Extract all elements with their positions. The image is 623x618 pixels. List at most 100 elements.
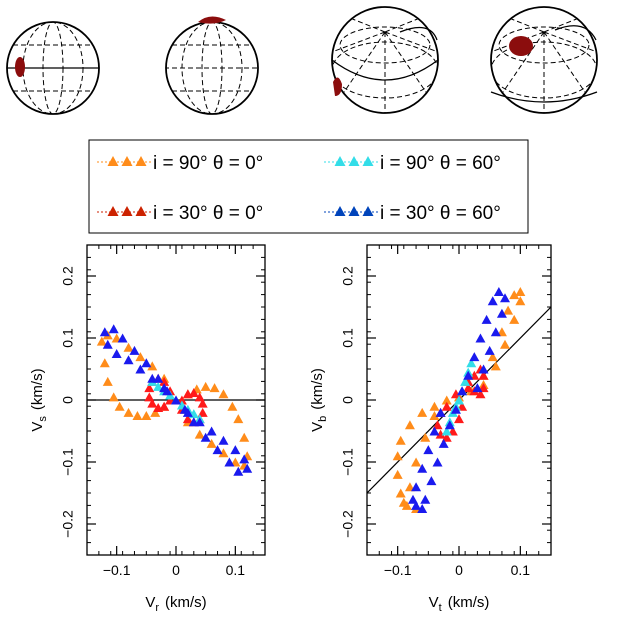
data-point — [147, 361, 158, 371]
data-point — [481, 314, 492, 324]
data-point — [218, 435, 229, 445]
y-tick-label: −0.2 — [60, 510, 76, 538]
data-point — [218, 389, 229, 399]
data-point — [441, 401, 452, 411]
data-point — [239, 432, 250, 442]
data-point — [233, 414, 244, 424]
data-point — [404, 420, 415, 430]
star-sphere-1 — [6, 21, 100, 115]
legend-entry: i = 30° θ = 60° — [324, 203, 501, 224]
y-axis-title: Vb(km/s) — [309, 368, 329, 432]
data-series — [96, 330, 253, 470]
data-point — [411, 500, 422, 510]
data-point — [411, 457, 422, 467]
data-point — [102, 339, 113, 349]
data-point — [188, 388, 199, 398]
data-point — [197, 398, 208, 408]
data-point — [194, 417, 205, 427]
data-point — [484, 345, 495, 355]
data-point — [99, 327, 110, 337]
y-tick-label: 0.1 — [340, 328, 356, 348]
data-point — [144, 392, 155, 402]
legend-marker — [348, 206, 360, 216]
star-sphere-4 — [490, 6, 598, 114]
data-point — [466, 358, 477, 368]
y-tick-label: −0.2 — [340, 510, 356, 538]
data-point — [108, 392, 119, 402]
data-point — [490, 361, 501, 371]
data-point — [478, 364, 489, 374]
data-point — [515, 296, 526, 306]
data-point — [141, 411, 152, 420]
data-point — [457, 386, 468, 396]
data-point — [171, 395, 181, 405]
legend-marker — [135, 156, 147, 166]
star-spot — [333, 77, 342, 96]
data-point — [141, 358, 152, 368]
data-point — [135, 364, 146, 374]
data-point — [200, 432, 211, 442]
data-point — [411, 482, 422, 492]
legend-marker — [334, 206, 346, 216]
data-point — [99, 358, 110, 368]
x-axis-title: Vr (km/s) — [145, 594, 206, 614]
data-point — [487, 352, 498, 362]
data-point — [515, 287, 526, 296]
data-point — [438, 438, 449, 448]
legend-entry: i = 90° θ = 60° — [324, 153, 501, 174]
data-point — [230, 445, 241, 455]
data-point — [426, 476, 437, 486]
data-point — [408, 494, 418, 504]
data-point — [454, 414, 464, 424]
data-point — [144, 383, 155, 393]
x-tick-label: 0 — [172, 562, 180, 578]
data-point — [132, 411, 143, 420]
data-point — [111, 349, 122, 358]
data-point — [200, 381, 211, 391]
data-point — [147, 398, 158, 408]
star-sphere-2 — [165, 16, 259, 115]
data-point — [469, 352, 480, 362]
data-point — [395, 435, 406, 445]
data-point — [218, 448, 229, 458]
data-point — [441, 395, 452, 405]
data-point — [417, 504, 428, 513]
data-point — [496, 308, 507, 318]
data-point — [420, 432, 431, 442]
legend-label: i = 30° θ = 0° — [153, 203, 263, 224]
data-point — [463, 383, 474, 393]
data-point — [435, 407, 446, 417]
data-point — [475, 333, 486, 343]
data-point — [150, 407, 161, 417]
data-point — [159, 376, 170, 386]
data-point — [224, 457, 235, 467]
legend-marker — [348, 156, 360, 166]
data-point — [108, 324, 119, 334]
legend-marker — [121, 206, 133, 216]
data-point — [432, 420, 443, 430]
data-point — [500, 293, 510, 303]
plot-panel-vs-vr: −0.1 0 0.1 −0.2 −0.1 0 0.1 0.2 Vr (km/s) Vs(km/s) — [29, 244, 266, 614]
data-point — [475, 389, 486, 399]
data-point — [182, 407, 193, 417]
y-tick-label: 0.2 — [60, 266, 76, 286]
data-point — [212, 445, 223, 455]
legend-marker — [362, 156, 374, 166]
data-point — [135, 352, 146, 362]
data-point — [209, 383, 220, 393]
legend-label: i = 90° θ = 60° — [380, 153, 501, 174]
data-point — [96, 336, 107, 346]
legend-marker — [107, 206, 119, 216]
data-point — [509, 290, 520, 300]
data-point — [123, 342, 134, 352]
data-point — [432, 457, 443, 467]
legend: i = 90° θ = 0° i = 90° θ = 60° i = 30° θ =… — [88, 139, 529, 234]
data-point — [206, 438, 217, 448]
data-point — [417, 463, 428, 473]
y-tick-label: −0.1 — [340, 448, 356, 476]
data-point — [395, 488, 406, 498]
legend-marker — [334, 156, 346, 166]
legend-marker — [107, 156, 119, 166]
data-point — [392, 469, 403, 479]
data-series — [408, 287, 510, 513]
